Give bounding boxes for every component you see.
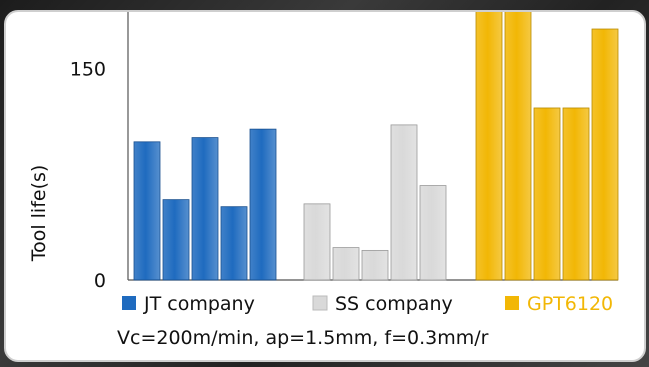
bar-gpt6120-1 — [475, 12, 503, 281]
legend-swatch-2 — [312, 295, 328, 311]
legend: JT company SS company GPT6120 — [122, 293, 613, 315]
y-tick-label: 0 — [94, 270, 106, 292]
legend-swatch-1 — [122, 296, 136, 310]
bar-gpt6120-4 — [562, 107, 590, 281]
bar-ss-company-5 — [419, 185, 447, 281]
chart-caption: Vc=200m/min, ap=1.5mm, f=0.3mm/r — [117, 327, 489, 349]
bar-jt-company-2 — [162, 199, 190, 281]
bar-jt-company-4 — [220, 206, 248, 281]
bar-ss-company-2 — [332, 247, 360, 281]
bar-ss-company-1 — [303, 203, 331, 281]
bar-gpt6120-3 — [533, 107, 561, 281]
bar-jt-company-3 — [191, 137, 219, 281]
bar-gpt6120-2 — [504, 12, 532, 281]
bar-jt-company-1 — [133, 141, 161, 281]
bars-layer — [133, 12, 619, 281]
bar-gpt6120-5 — [591, 28, 619, 281]
y-tick-label: 150 — [70, 59, 106, 81]
legend-swatch-3 — [505, 296, 519, 310]
legend-label-2: SS company — [335, 293, 453, 315]
bar-chart: 0 150 JT company SS company GPT6120 Vc=200m… — [28, 12, 619, 349]
bar-jt-company-5 — [249, 128, 277, 281]
bar-ss-company-3 — [361, 249, 389, 281]
chart-card: 0 150 JT company SS company GPT6120 Vc=200m… — [4, 10, 646, 362]
legend-label-1: JT company — [143, 293, 255, 315]
legend-label-3: GPT6120 — [527, 293, 613, 315]
bar-ss-company-4 — [390, 124, 418, 281]
y-axis-label: Tool life(s) — [28, 165, 50, 263]
